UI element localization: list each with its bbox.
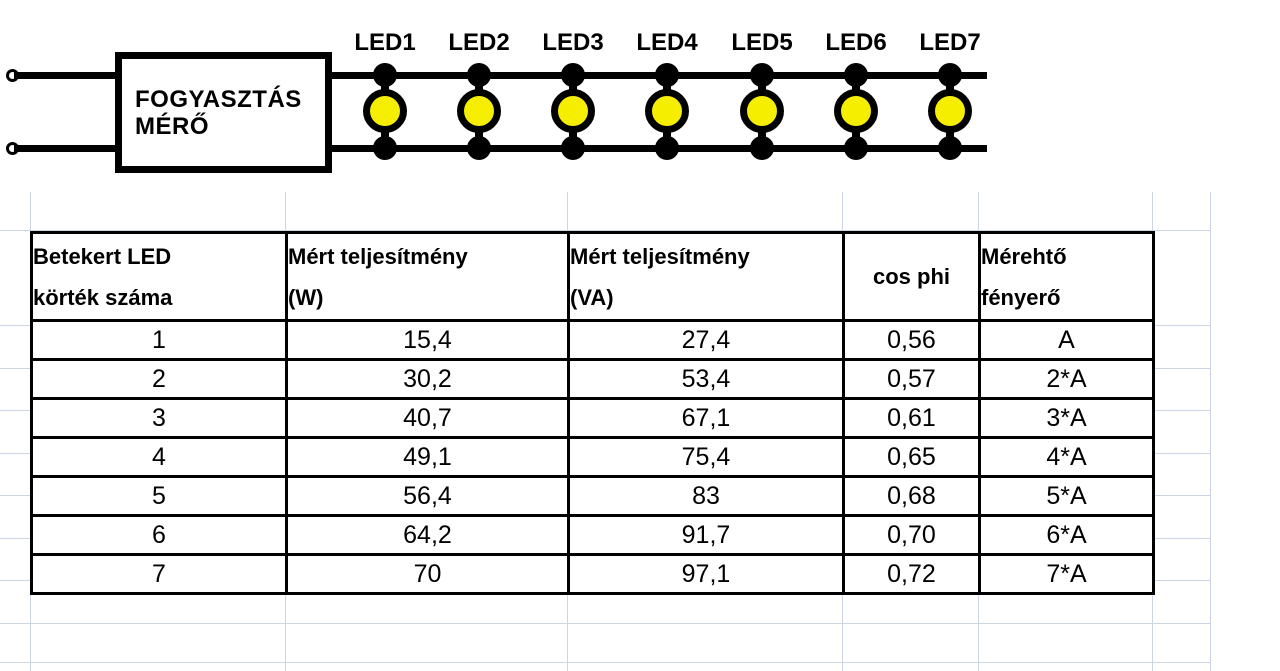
cell-led-count: 7 <box>30 553 288 595</box>
gridline-horizontal <box>0 623 1211 624</box>
gridline-vertical <box>1210 192 1211 671</box>
table-row: 2 30,2 53,4 0,57 2*A <box>30 358 1155 400</box>
cell-led-count: 2 <box>30 358 288 400</box>
cell-power-w: 40,7 <box>285 397 570 439</box>
cell-power-va: 67,1 <box>567 397 845 439</box>
cell-cos-phi: 0,65 <box>842 436 981 478</box>
measurement-table-wrap: Betekert LED körték száma Mért teljesítm… <box>30 231 1155 595</box>
table-row: 6 64,2 91,7 0,70 6*A <box>30 514 1155 556</box>
led-bulb-icon <box>457 89 501 133</box>
junction-dot-icon <box>467 63 491 87</box>
cell-cos-phi: 0,56 <box>842 319 981 361</box>
cell-power-va: 91,7 <box>567 514 845 556</box>
cell-brightness: A <box>978 319 1155 361</box>
table-row: 4 49,1 75,4 0,65 4*A <box>30 436 1155 478</box>
junction-dot-icon <box>373 63 397 87</box>
gridline-horizontal <box>0 662 1211 663</box>
junction-dot-icon <box>938 136 962 160</box>
gridline-horizontal <box>0 230 1211 231</box>
measurement-table: Betekert LED körték száma Mért teljesítm… <box>30 231 1155 595</box>
junction-dot-icon <box>938 63 962 87</box>
led-bulb-icon <box>645 89 689 133</box>
cell-brightness: 4*A <box>978 436 1155 478</box>
cell-cos-phi: 0,70 <box>842 514 981 556</box>
led-label: LED1 <box>354 29 416 56</box>
power-meter-label-line1: FOGYASZTÁS <box>135 85 302 113</box>
table-row: 1 15,4 27,4 0,56 A <box>30 319 1155 361</box>
col-header-cos-phi: cos phi <box>842 231 981 322</box>
col-header-power-va: Mért teljesítmény (VA) <box>567 231 845 322</box>
cell-brightness: 5*A <box>978 475 1155 517</box>
cell-power-w: 64,2 <box>285 514 570 556</box>
cell-power-w: 30,2 <box>285 358 570 400</box>
cell-power-va: 97,1 <box>567 553 845 595</box>
junction-dot-icon <box>561 136 585 160</box>
junction-dot-icon <box>467 136 491 160</box>
header-line: Betekert LED <box>33 243 172 269</box>
led-label: LED5 <box>731 29 793 56</box>
wire-input-bottom <box>14 145 117 152</box>
junction-dot-icon <box>844 136 868 160</box>
cell-power-w: 49,1 <box>285 436 570 478</box>
header-line: (W) <box>288 284 324 310</box>
cell-led-count: 1 <box>30 319 288 361</box>
cell-brightness: 6*A <box>978 514 1155 556</box>
cell-led-count: 4 <box>30 436 288 478</box>
cell-cos-phi: 0,61 <box>842 397 981 439</box>
cell-cos-phi: 0,57 <box>842 358 981 400</box>
cell-power-w: 56,4 <box>285 475 570 517</box>
header-line: Mért teljesítmény <box>570 243 750 269</box>
table-row: 7 70 97,1 0,72 7*A <box>30 553 1155 595</box>
cell-brightness: 2*A <box>978 358 1155 400</box>
cell-cos-phi: 0,72 <box>842 553 981 595</box>
led-bulb-icon <box>363 89 407 133</box>
col-header-led-count: Betekert LED körték száma <box>30 231 288 322</box>
cell-brightness: 7*A <box>978 553 1155 595</box>
cell-brightness: 3*A <box>978 397 1155 439</box>
cell-power-va: 27,4 <box>567 319 845 361</box>
header-line: cos phi <box>872 263 950 289</box>
power-meter-label-line2: MÉRŐ <box>135 112 209 140</box>
header-line: (VA) <box>570 284 614 310</box>
junction-dot-icon <box>561 63 585 87</box>
header-line: fényerő <box>981 284 1061 310</box>
led-label: LED6 <box>825 29 887 56</box>
led-bulb-icon <box>928 89 972 133</box>
junction-dot-icon <box>373 136 397 160</box>
junction-dot-icon <box>750 63 774 87</box>
cell-led-count: 5 <box>30 475 288 517</box>
cell-power-w: 15,4 <box>285 319 570 361</box>
led-label: LED7 <box>919 29 981 56</box>
led-label: LED3 <box>542 29 604 56</box>
table-row: 3 40,7 67,1 0,61 3*A <box>30 397 1155 439</box>
led-bulb-icon <box>551 89 595 133</box>
header-line: Mért teljesítmény <box>288 243 468 269</box>
cell-power-w: 70 <box>285 553 570 595</box>
cell-power-va: 53,4 <box>567 358 845 400</box>
header-line: Mérehtő <box>981 243 1067 269</box>
cell-power-va: 75,4 <box>567 436 845 478</box>
header-line: körték száma <box>33 284 173 310</box>
cell-led-count: 6 <box>30 514 288 556</box>
junction-dot-icon <box>750 136 774 160</box>
led-label: LED4 <box>636 29 698 56</box>
wire-input-top <box>14 72 117 79</box>
junction-dot-icon <box>844 63 868 87</box>
table-row: 5 56,4 83 0,68 5*A <box>30 475 1155 517</box>
cell-cos-phi: 0,68 <box>842 475 981 517</box>
power-meter-box: FOGYASZTÁS MÉRŐ <box>115 52 332 173</box>
col-header-power-w: Mért teljesítmény (W) <box>285 231 570 322</box>
table-header-row: Betekert LED körték száma Mért teljesítm… <box>30 231 1155 322</box>
led-parallel-circuit-diagram: FOGYASZTÁS MÉRŐ LED1 LED2 LED3 LED <box>0 0 1280 195</box>
junction-dot-icon <box>655 63 679 87</box>
cell-led-count: 3 <box>30 397 288 439</box>
led-label: LED2 <box>448 29 510 56</box>
cell-power-va: 83 <box>567 475 845 517</box>
junction-dot-icon <box>655 136 679 160</box>
col-header-brightness: Mérehtő fényerő <box>978 231 1155 322</box>
led-bulb-icon <box>740 89 784 133</box>
led-bulb-icon <box>834 89 878 133</box>
